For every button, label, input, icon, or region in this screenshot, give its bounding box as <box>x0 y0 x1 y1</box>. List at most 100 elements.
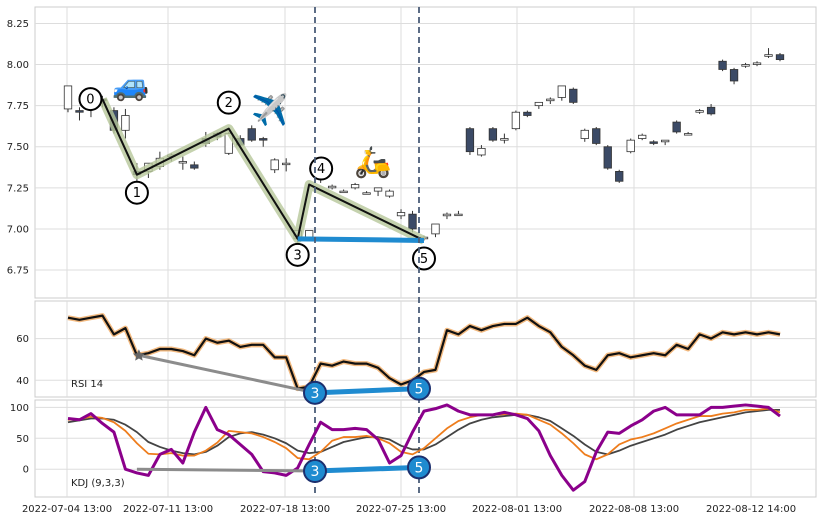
candle <box>729 69 739 82</box>
candle <box>764 54 773 57</box>
price-tick-label: 7.50 <box>7 142 29 153</box>
x-tick-label: 2022-07-11 13:00 <box>123 504 213 515</box>
candle <box>592 128 601 144</box>
candle <box>247 128 256 141</box>
candle <box>396 212 406 217</box>
kdj-divergence-badge-label: 5 <box>415 460 424 476</box>
kdj-blue-divergence <box>314 464 420 474</box>
scooter-icon: 🛵 <box>354 145 391 180</box>
candle <box>775 54 785 61</box>
candle <box>569 88 578 103</box>
kdj-divergence-badge <box>407 455 431 480</box>
x-tick-label: 2022-07-25 13:00 <box>356 504 446 515</box>
candle <box>477 147 486 156</box>
rsi-divergence-badge-label: 5 <box>415 382 424 398</box>
candle <box>638 134 647 139</box>
candle <box>706 106 716 115</box>
candle <box>603 146 612 169</box>
kdj-divergence-badge <box>303 459 327 484</box>
wave-line <box>101 98 425 242</box>
candle <box>442 213 452 217</box>
candle <box>511 111 521 130</box>
price-tick-label: 7.75 <box>7 101 29 112</box>
candle <box>121 115 130 131</box>
candle <box>362 192 371 195</box>
rsi-panel-label: RSI 14 <box>71 379 103 390</box>
candle <box>718 60 727 70</box>
candle <box>75 110 84 113</box>
rsi-line <box>67 314 781 390</box>
candle <box>546 98 555 102</box>
price-tick-label: 8.25 <box>7 19 29 30</box>
wave-point-marker <box>285 242 310 267</box>
wave-point-label: 5 <box>420 252 428 267</box>
x-tick-label: 2022-08-01 13:00 <box>472 504 562 515</box>
kdj-tick-label: 100 <box>10 403 29 414</box>
candle <box>580 129 589 139</box>
wave-point-label: 3 <box>294 248 302 263</box>
wave-point-label: 4 <box>317 162 325 177</box>
x-tick-label: 2022-07-18 13:00 <box>240 504 330 515</box>
candle <box>523 111 532 116</box>
candle <box>259 138 268 141</box>
wave-point-label: 0 <box>86 93 94 108</box>
candle <box>408 213 417 230</box>
candle <box>282 162 291 166</box>
candle <box>683 133 693 136</box>
rsi-grey-divergence <box>138 353 316 395</box>
wave-point-label: 1 <box>133 186 141 201</box>
candle <box>741 64 750 67</box>
price-tick-label: 7.00 <box>7 224 29 235</box>
x-tick-label: 2022-08-08 13:00 <box>589 504 679 515</box>
kdj-divergence-badge-label: 3 <box>311 464 320 480</box>
rsi-tick-label: 40 <box>16 376 29 387</box>
candle <box>350 184 360 189</box>
candle <box>695 110 704 113</box>
wave-point-marker <box>309 156 334 181</box>
rsi-divergence-badge <box>303 380 327 405</box>
candle <box>327 185 337 189</box>
candle <box>752 62 762 65</box>
wave-point-label: 2 <box>225 96 233 111</box>
candle <box>373 187 383 192</box>
candle <box>465 128 475 153</box>
candle <box>454 213 463 217</box>
candle <box>305 230 314 238</box>
rsi-tick-label: 60 <box>16 334 29 345</box>
rsi-star-marker <box>132 349 145 361</box>
x-tick-label: 2022-08-12 14:00 <box>706 504 796 515</box>
price-tick-label: 6.75 <box>7 266 29 277</box>
candle <box>557 85 566 98</box>
candle <box>534 101 543 107</box>
candle <box>661 139 670 143</box>
candle <box>615 171 624 182</box>
candle <box>63 85 73 110</box>
candle <box>649 141 658 144</box>
kdj-tick-label: 0 <box>23 465 29 476</box>
price-divergence-line <box>297 236 425 243</box>
rsi-blue-divergence <box>314 386 420 396</box>
candle <box>270 159 279 171</box>
airplane-icon: ✈️ <box>251 91 288 128</box>
rsi-divergence-badge-label: 3 <box>311 386 320 402</box>
kdj-j-line <box>67 403 781 492</box>
candle <box>431 223 440 235</box>
wave-point-marker <box>124 180 149 205</box>
price-tick-label: 8.00 <box>7 60 29 71</box>
wave-point-marker <box>216 90 241 115</box>
candle <box>500 138 509 141</box>
kdj-grey-divergence <box>136 467 316 473</box>
candle <box>339 190 348 194</box>
candle <box>190 164 199 169</box>
candle <box>626 139 635 153</box>
rsi-divergence-badge <box>407 376 431 401</box>
kdj-panel-label: KDJ (9,3,3) <box>71 478 125 489</box>
wave-point-marker <box>78 87 103 112</box>
candle <box>488 128 498 141</box>
kdj-tick-label: 50 <box>16 434 29 445</box>
price-tick-label: 7.25 <box>7 183 29 194</box>
x-tick-label: 2022-07-04 13:00 <box>22 504 112 515</box>
car-icon: 🚙 <box>112 68 149 103</box>
